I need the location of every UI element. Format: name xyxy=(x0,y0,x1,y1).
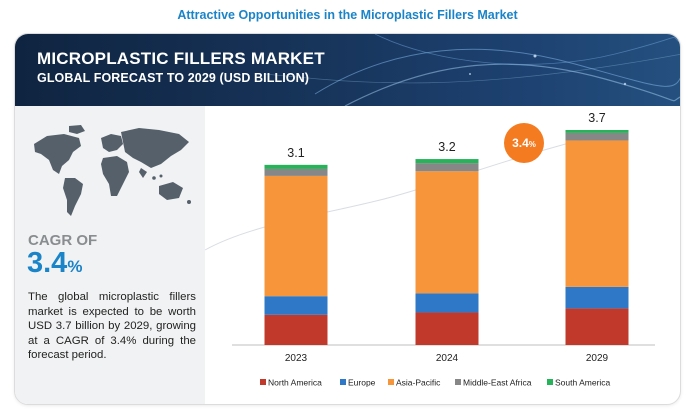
total-label-2024: 3.2 xyxy=(438,140,455,154)
legend-swatch-south-america xyxy=(547,379,553,385)
bar-2023-north-america xyxy=(264,314,328,345)
x-tick-2023: 2023 xyxy=(285,353,308,364)
cagr-value: 3.4% xyxy=(27,247,82,280)
bars-group xyxy=(264,130,629,345)
market-description: The global microplastic fillers market i… xyxy=(28,291,196,362)
cagr-badge: 3.4% xyxy=(504,123,544,163)
bar-2023-middle-east-africa xyxy=(264,168,328,176)
legend-label-middle-east-africa: Middle-East Africa xyxy=(463,378,532,388)
total-label-2023: 3.1 xyxy=(287,146,304,160)
legend-label-asia-pacific: Asia-Pacific xyxy=(396,378,441,388)
banner-subtitle: GLOBAL FORECAST TO 2029 (USD BILLION) xyxy=(37,71,310,85)
x-tick-2024: 2024 xyxy=(436,353,459,364)
cagr-badge-number: 3.4 xyxy=(512,136,529,150)
bar-2029-north-america xyxy=(565,308,629,345)
bar-2023-asia-pacific xyxy=(264,175,328,297)
legend-swatch-asia-pacific xyxy=(388,379,394,385)
bar-2029-asia-pacific xyxy=(565,140,629,287)
bar-2024-middle-east-africa xyxy=(415,163,479,172)
bar-2024-asia-pacific xyxy=(415,171,479,294)
legend-label-europe: Europe xyxy=(348,378,376,388)
bar-2029-south-america xyxy=(565,130,629,133)
banner-light-streaks xyxy=(264,34,680,106)
totals-group: 3.1 3.2 3.7 xyxy=(287,111,605,160)
banner-title: MICROPLASTIC FILLERS MARKET xyxy=(37,49,325,68)
legend-label-south-america: South America xyxy=(555,378,611,388)
cagr-label: CAGR OF xyxy=(28,232,98,249)
cagr-badge-unit: % xyxy=(529,140,536,149)
legend-swatch-europe xyxy=(340,379,346,385)
bar-2024-south-america xyxy=(415,159,479,164)
bar-2023-europe xyxy=(264,296,328,315)
x-tick-2029: 2029 xyxy=(586,353,609,364)
legend-label-north-america: North America xyxy=(268,378,322,388)
page-title: Attractive Opportunities in the Micropla… xyxy=(177,8,518,22)
banner: MICROPLASTIC FILLERS MARKET GLOBAL FOREC… xyxy=(15,34,680,106)
chart-legend: North America Europe Asia-Pacific Middle-Ea… xyxy=(260,378,611,388)
legend-swatch-north-america xyxy=(260,379,266,385)
cagr-unit: % xyxy=(67,257,83,276)
legend-swatch-middle-east-africa xyxy=(455,379,461,385)
cagr-number: 3.4 xyxy=(27,247,68,279)
bar-2029-europe xyxy=(565,286,629,309)
cagr-badge-text: 3.4% xyxy=(512,136,536,150)
bar-2029-middle-east-africa xyxy=(565,132,629,141)
left-panel: CAGR OF 3.4% The global microplastic fil… xyxy=(15,106,205,404)
x-tick-labels: 2023 2024 2029 xyxy=(285,353,609,364)
cagr-badge-circle xyxy=(504,123,544,163)
bar-2023-south-america xyxy=(264,164,328,169)
bar-2024-europe xyxy=(415,293,479,313)
bar-2024-north-america xyxy=(415,312,479,345)
total-label-2029: 3.7 xyxy=(588,111,605,125)
world-map-icon xyxy=(34,125,191,216)
